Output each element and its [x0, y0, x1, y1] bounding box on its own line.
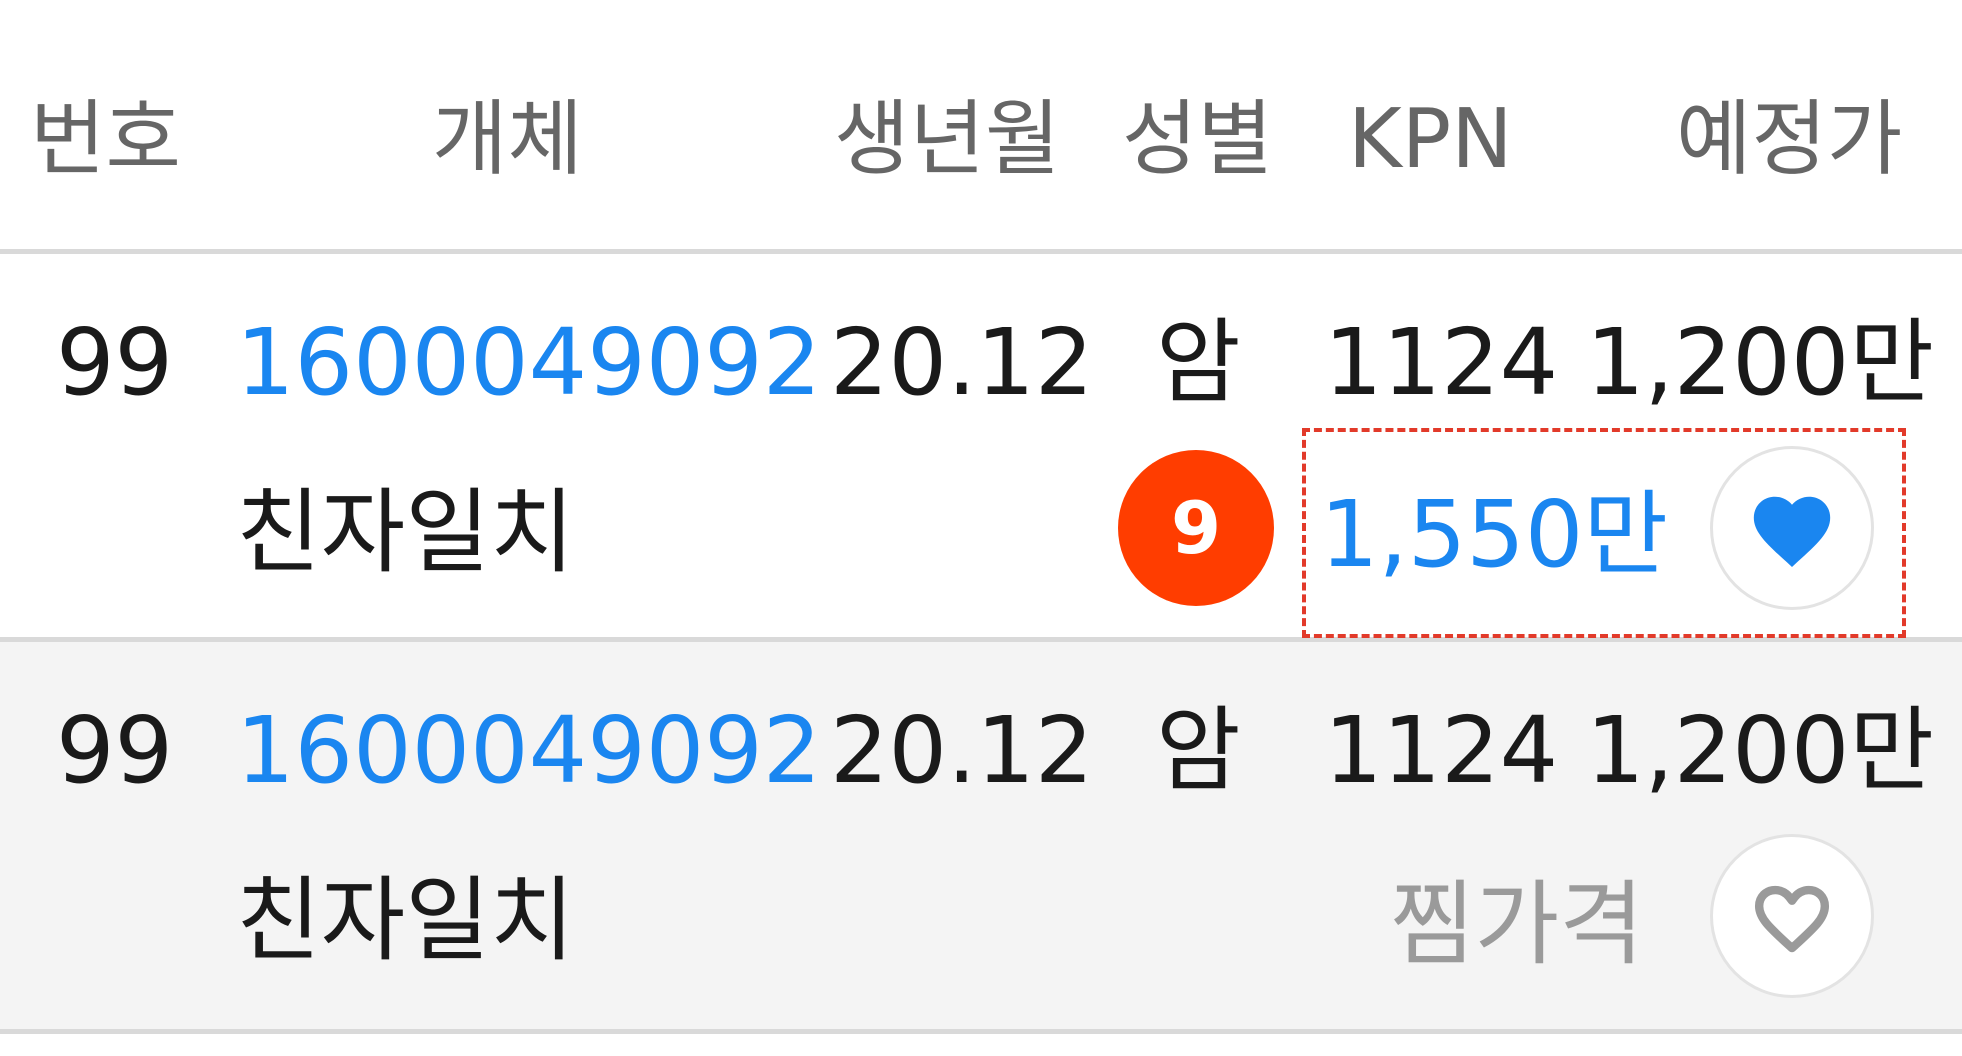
header-kpn: KPN — [1348, 92, 1513, 187]
header-sex: 성별 — [1122, 92, 1273, 187]
header-birth: 생년월 — [834, 92, 1061, 187]
expected-price: 1,200만 — [1586, 697, 1935, 804]
heart-filled-icon — [1753, 496, 1831, 567]
row-number: 99 — [56, 697, 174, 804]
parentage-status: 친자일치 — [236, 867, 575, 974]
sex: 암 — [1156, 697, 1241, 804]
table-row[interactable]: 99 1600049092 20.12 암 1124 1,200만 친자일치 9… — [0, 254, 1962, 642]
wish-price-label: 찜가격 — [1390, 871, 1644, 978]
birth-month: 20.12 — [830, 309, 1094, 416]
expected-price: 1,200만 — [1586, 309, 1935, 416]
kpn: 1124 — [1324, 697, 1559, 804]
header-no: 번호 — [30, 92, 181, 187]
object-id-link[interactable]: 1600049092 — [236, 309, 822, 416]
object-id-link[interactable]: 1600049092 — [236, 697, 822, 804]
sex: 암 — [1156, 309, 1241, 416]
my-wish-price[interactable]: 1,550만 — [1320, 481, 1669, 588]
header-price: 예정가 — [1676, 92, 1903, 187]
parentage-status: 친자일치 — [236, 479, 575, 586]
wish-button[interactable] — [1710, 834, 1874, 998]
heart-outline-icon — [1754, 885, 1830, 953]
header-object: 개체 — [432, 92, 583, 187]
my-price-highlight — [1302, 428, 1906, 638]
row-number: 99 — [56, 309, 174, 416]
table-header: 번호 개체 생년월 성별 KPN 예정가 — [0, 0, 1962, 254]
birth-month: 20.12 — [830, 697, 1094, 804]
table-row[interactable]: 99 1600049092 20.12 암 1124 1,200만 친자일치 찜… — [0, 642, 1962, 1034]
wish-button[interactable] — [1710, 446, 1874, 610]
kpn: 1124 — [1324, 309, 1559, 416]
bid-count-badge: 9 — [1118, 450, 1274, 606]
